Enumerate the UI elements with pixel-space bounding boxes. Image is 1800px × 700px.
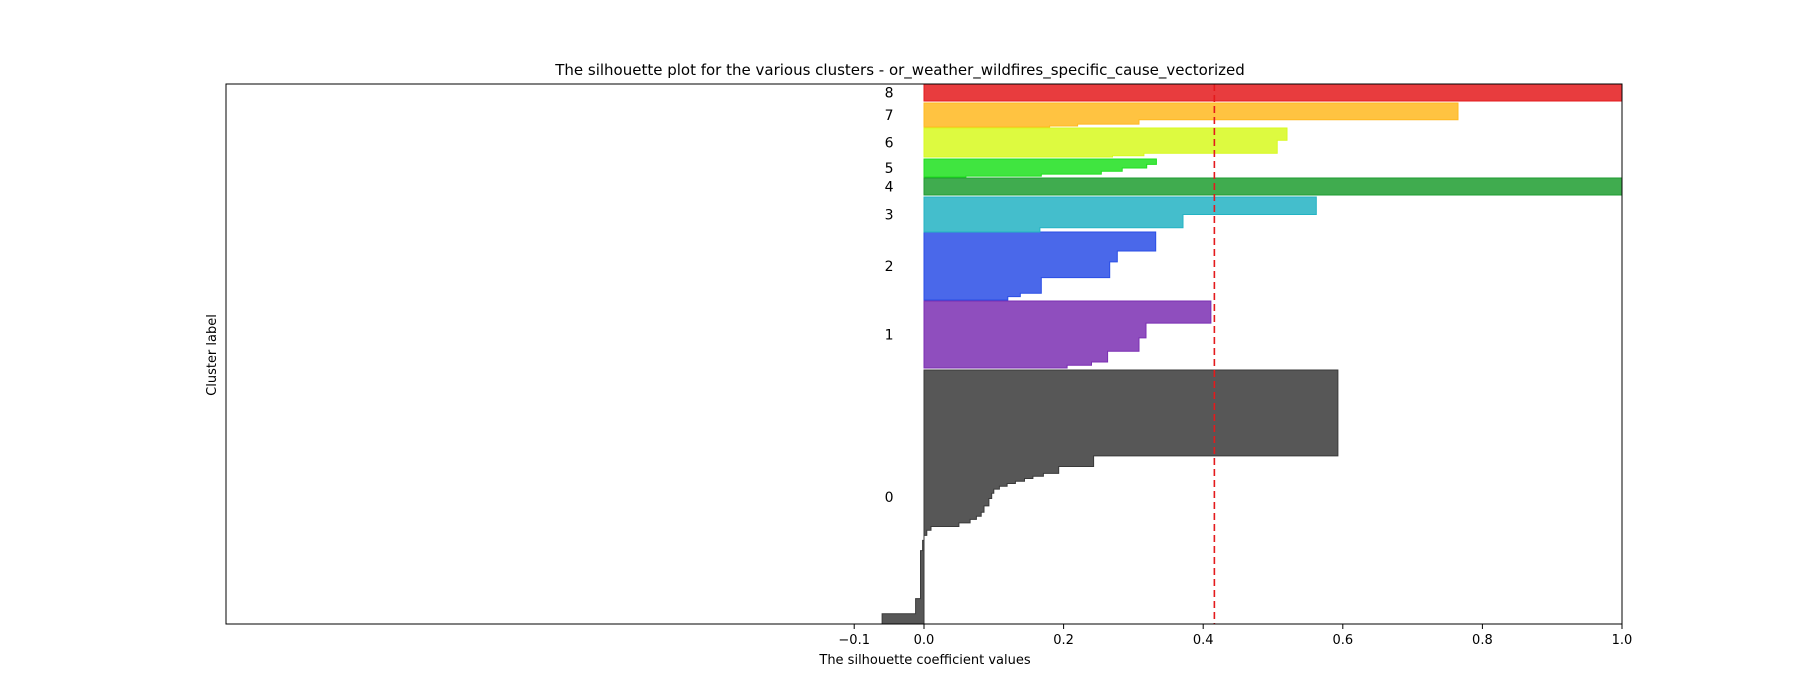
x-tick-label: 0.4 xyxy=(1193,633,1214,648)
cluster-bands xyxy=(881,83,1623,625)
cluster-band-7 xyxy=(923,102,1459,128)
cluster-band-0 xyxy=(881,369,1339,625)
cluster-band-4 xyxy=(923,177,1623,196)
x-tick-label: 0.0 xyxy=(914,633,935,648)
cluster-label-8: 8 xyxy=(885,86,894,102)
cluster-label-0: 0 xyxy=(885,490,894,506)
chart-title: The silhouette plot for the various clus… xyxy=(554,61,1245,80)
x-tick-label: 0.6 xyxy=(1332,633,1353,648)
cluster-band-8 xyxy=(923,83,1623,102)
x-axis-label: The silhouette coefficient values xyxy=(818,653,1030,668)
cluster-band-5 xyxy=(923,158,1157,178)
cluster-band-2 xyxy=(923,231,1157,301)
cluster-label-3: 3 xyxy=(885,208,894,224)
cluster-label-5: 5 xyxy=(885,161,894,177)
cluster-labels: 0 1 2 3 4 5 6 7 8 xyxy=(885,86,894,507)
x-tick-label: 0.2 xyxy=(1053,633,1074,648)
y-axis-label: Cluster label xyxy=(205,314,220,396)
cluster-label-7: 7 xyxy=(885,108,894,124)
cluster-band-3 xyxy=(923,196,1317,233)
cluster-band-1 xyxy=(923,300,1212,369)
x-tick-label: 0.8 xyxy=(1472,633,1493,648)
cluster-label-4: 4 xyxy=(885,180,894,196)
cluster-band-6 xyxy=(923,127,1288,158)
x-tick-label: 1.0 xyxy=(1612,633,1633,648)
x-axis-ticks: −0.1 0.0 0.2 0.4 0.6 0.8 1.0 xyxy=(838,624,1632,648)
cluster-label-6: 6 xyxy=(885,136,894,152)
cluster-label-2: 2 xyxy=(885,259,894,275)
cluster-label-1: 1 xyxy=(885,328,894,344)
x-tick-label: −0.1 xyxy=(838,633,870,648)
